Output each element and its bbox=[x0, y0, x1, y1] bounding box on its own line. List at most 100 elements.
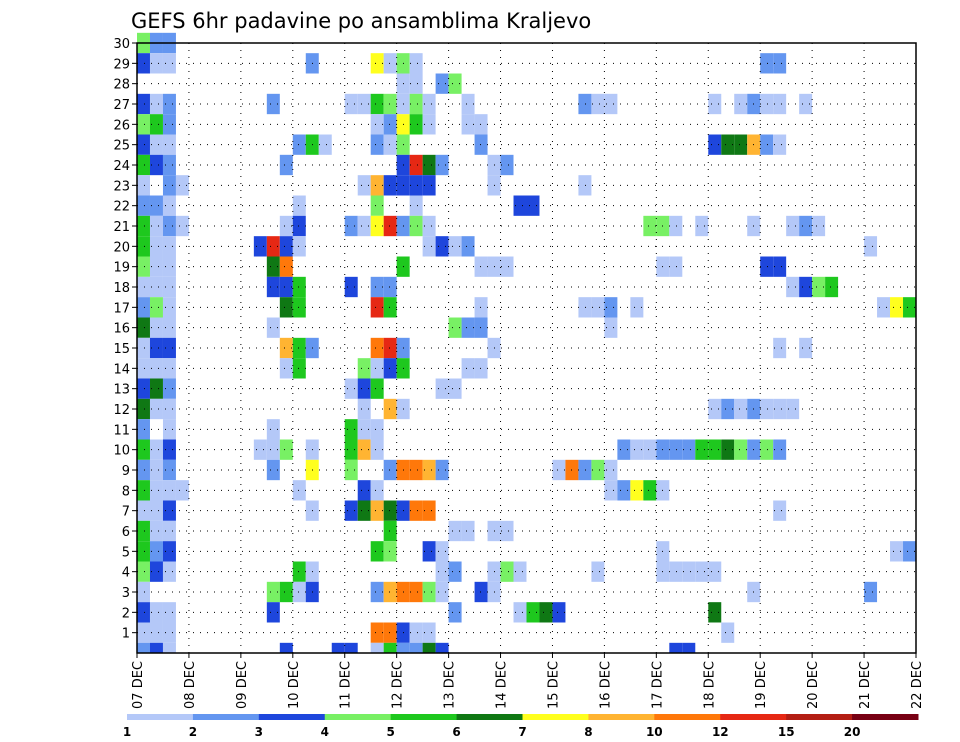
x-tick-label: 19 DEC bbox=[754, 661, 769, 709]
heatmap-cell bbox=[461, 93, 475, 115]
heatmap-cell bbox=[344, 439, 358, 460]
y-tick-label: 6 bbox=[122, 525, 130, 540]
y-tick-label: 30 bbox=[113, 37, 130, 52]
heatmap-cell bbox=[137, 195, 150, 216]
y-tick-label: 5 bbox=[122, 545, 130, 560]
heatmap-cell bbox=[162, 459, 176, 481]
heatmap-cell bbox=[149, 337, 163, 359]
heatmap-cell bbox=[409, 93, 423, 115]
heatmap-cell bbox=[292, 358, 306, 379]
heatmap-cell bbox=[266, 581, 280, 603]
heatmap-cell bbox=[357, 215, 371, 237]
heatmap-cell bbox=[617, 480, 631, 501]
heatmap-cell bbox=[292, 215, 306, 237]
heatmap-cell bbox=[149, 642, 163, 653]
heatmap-cell bbox=[137, 419, 150, 440]
heatmap-cell bbox=[279, 439, 293, 460]
heatmap-cell bbox=[149, 622, 163, 643]
heatmap-cell bbox=[474, 358, 488, 379]
heatmap-cell bbox=[137, 114, 150, 135]
heatmap-cell bbox=[422, 622, 436, 643]
heatmap-cell bbox=[422, 114, 436, 135]
heatmap-cell bbox=[370, 114, 384, 135]
scale-swatch bbox=[720, 714, 787, 720]
heatmap-cell bbox=[175, 480, 189, 501]
heatmap-cell bbox=[357, 378, 371, 399]
heatmap-cell bbox=[162, 561, 176, 582]
heatmap-cell bbox=[773, 134, 787, 155]
heatmap-cell bbox=[149, 154, 163, 176]
heatmap-cell bbox=[422, 175, 436, 196]
heatmap-cell bbox=[357, 500, 371, 521]
heatmap-cell bbox=[162, 622, 176, 643]
y-tick-label: 12 bbox=[113, 403, 130, 418]
heatmap-cell bbox=[162, 215, 176, 237]
heatmap-cell bbox=[578, 459, 592, 481]
heatmap-cell bbox=[435, 561, 449, 582]
heatmap-cell bbox=[137, 53, 150, 74]
heatmap-cell bbox=[513, 602, 527, 623]
heatmap-cell bbox=[422, 154, 436, 176]
heatmap-cell bbox=[500, 256, 514, 277]
heatmap-cell bbox=[474, 134, 488, 155]
y-tick-label: 7 bbox=[122, 505, 130, 520]
heatmap-cell bbox=[344, 93, 358, 115]
heatmap-cell bbox=[370, 215, 384, 237]
heatmap-cell bbox=[162, 93, 176, 115]
scale-swatch bbox=[588, 714, 655, 720]
heatmap-cell bbox=[448, 317, 462, 338]
heatmap-cell bbox=[383, 622, 397, 643]
heatmap-cell bbox=[344, 459, 358, 481]
heatmap-cell bbox=[370, 541, 384, 562]
y-tick-label: 8 bbox=[122, 484, 130, 499]
heatmap-cell bbox=[137, 459, 150, 481]
heatmap-cell bbox=[149, 53, 163, 74]
y-tick-label: 9 bbox=[122, 464, 130, 479]
x-tick-label: 21 DEC bbox=[858, 661, 873, 709]
heatmap-cell bbox=[149, 256, 163, 277]
y-tick-label: 4 bbox=[122, 566, 130, 581]
heatmap-cell bbox=[149, 195, 163, 216]
heatmap-cell bbox=[370, 581, 384, 603]
heatmap-cell bbox=[760, 93, 774, 115]
scale-label: 20 bbox=[844, 725, 861, 739]
heatmap-cell bbox=[253, 236, 267, 257]
scale-label: 12 bbox=[712, 725, 729, 739]
heatmap-cell bbox=[292, 276, 306, 298]
heatmap-cell bbox=[137, 642, 150, 653]
heatmap-cell bbox=[383, 297, 397, 318]
heatmap-cell bbox=[760, 439, 774, 460]
scale-swatch bbox=[258, 714, 326, 720]
heatmap-cell bbox=[266, 93, 280, 115]
heatmap-cell bbox=[162, 276, 176, 298]
heatmap-cell bbox=[708, 398, 722, 420]
heatmap-cell bbox=[149, 236, 163, 257]
heatmap-cell bbox=[461, 114, 475, 135]
heatmap-cell bbox=[162, 398, 176, 420]
heatmap-cell bbox=[149, 398, 163, 420]
heatmap-cell bbox=[292, 337, 306, 359]
y-tick-label: 1 bbox=[122, 627, 130, 642]
heatmap-cell bbox=[435, 236, 449, 257]
heatmap-cell bbox=[578, 297, 592, 318]
heatmap-cell bbox=[604, 480, 618, 501]
heatmap-cell bbox=[825, 276, 839, 298]
heatmap-cell bbox=[370, 175, 384, 196]
heatmap-cell bbox=[643, 439, 657, 460]
heatmap-cell bbox=[383, 541, 397, 562]
heatmap-cell bbox=[370, 53, 384, 74]
heatmap-cell bbox=[292, 581, 306, 603]
heatmap-cell bbox=[877, 297, 891, 318]
heatmap-cell bbox=[409, 154, 423, 176]
heatmap-cell bbox=[474, 256, 488, 277]
heatmap-cell bbox=[812, 215, 826, 237]
heatmap-cell bbox=[383, 93, 397, 115]
heatmap-cell bbox=[137, 520, 150, 542]
scale-swatch bbox=[324, 714, 392, 720]
heatmap-cell bbox=[292, 297, 306, 318]
scale-label: 7 bbox=[518, 725, 526, 739]
heatmap-cell bbox=[137, 439, 150, 460]
heatmap-cell bbox=[292, 195, 306, 216]
heatmap-cell bbox=[435, 581, 449, 603]
scale-swatch bbox=[192, 714, 260, 720]
